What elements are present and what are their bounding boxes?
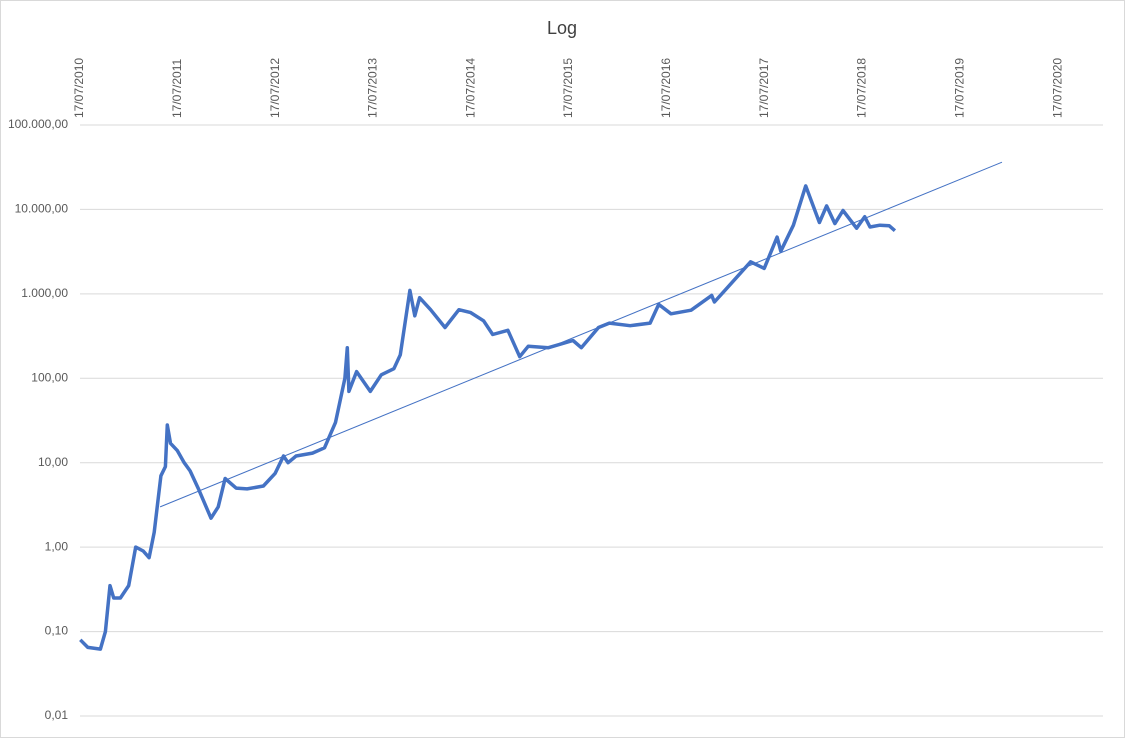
x-tick-label: 17/07/2020 — [1050, 58, 1064, 118]
chart-title: Log — [547, 18, 577, 38]
y-tick-label: 100.000,00 — [8, 117, 68, 131]
y-tick-label: 100,00 — [31, 370, 68, 384]
x-tick-label: 17/07/2017 — [757, 58, 771, 118]
x-tick-label: 17/07/2014 — [463, 58, 477, 118]
x-tick-label: 17/07/2010 — [72, 58, 86, 118]
x-tick-label: 17/07/2018 — [855, 58, 869, 118]
y-tick-label: 10.000,00 — [15, 202, 69, 216]
y-tick-label: 1,00 — [45, 539, 69, 553]
x-tick-label: 17/07/2015 — [561, 58, 575, 118]
data-line — [79, 184, 897, 651]
x-tick-label: 17/07/2019 — [952, 58, 966, 118]
x-tick-label: 17/07/2013 — [366, 58, 380, 118]
y-tick-label: 10,00 — [38, 455, 68, 469]
x-tick-label: 17/07/2012 — [268, 58, 282, 118]
chart-border — [0, 0, 1125, 738]
x-tick-label: 17/07/2011 — [170, 59, 184, 118]
y-tick-label: 0,01 — [45, 708, 69, 722]
x-tick-label: 17/07/2016 — [659, 58, 673, 118]
data-line — [159, 161, 1003, 508]
y-tick-label: 0,10 — [45, 624, 69, 638]
y-tick-label: 1.000,00 — [21, 286, 68, 300]
